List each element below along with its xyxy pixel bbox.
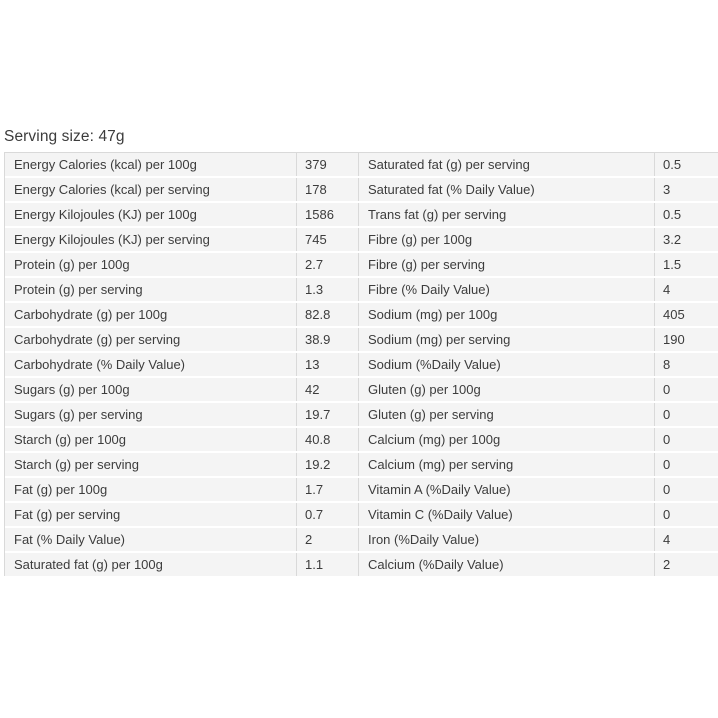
nutrient-label-cell: Starch (g) per serving xyxy=(5,453,297,476)
nutrient-label-cell: Sodium (mg) per serving xyxy=(359,328,655,351)
nutrient-label-cell: Energy Calories (kcal) per serving xyxy=(5,178,297,201)
nutrient-value-cell: 42 xyxy=(297,378,359,401)
nutrient-label-cell: Carbohydrate (g) per serving xyxy=(5,328,297,351)
nutrient-value-cell: 40.8 xyxy=(297,428,359,451)
nutrient-label-cell: Gluten (g) per serving xyxy=(359,403,655,426)
nutrient-label-cell: Calcium (mg) per serving xyxy=(359,453,655,476)
nutrient-label-cell: Protein (g) per serving xyxy=(5,278,297,301)
nutrient-value-cell: 379 xyxy=(297,153,359,176)
nutrient-value-cell: 0.5 xyxy=(655,153,718,176)
nutrient-value-cell: 0 xyxy=(655,478,718,501)
serving-size-heading: Serving size: 47g xyxy=(4,128,125,145)
nutrient-value-cell: 19.2 xyxy=(297,453,359,476)
nutrient-value-cell: 0 xyxy=(655,503,718,526)
nutrient-value-cell: 38.9 xyxy=(297,328,359,351)
nutrient-label-cell: Energy Calories (kcal) per 100g xyxy=(5,153,297,176)
nutrient-label-cell: Trans fat (g) per serving xyxy=(359,203,655,226)
nutrient-label-cell: Fibre (g) per serving xyxy=(359,253,655,276)
nutrient-label-cell: Vitamin A (%Daily Value) xyxy=(359,478,655,501)
nutrient-label-cell: Fibre (g) per 100g xyxy=(359,228,655,251)
nutrient-label-cell: Calcium (%Daily Value) xyxy=(359,553,655,576)
nutrient-label-cell: Carbohydrate (% Daily Value) xyxy=(5,353,297,376)
nutrient-value-cell: 0 xyxy=(655,453,718,476)
nutrient-value-cell: 2 xyxy=(297,528,359,551)
nutrient-value-cell: 13 xyxy=(297,353,359,376)
nutrient-label-cell: Protein (g) per 100g xyxy=(5,253,297,276)
nutrient-value-cell: 8 xyxy=(655,353,718,376)
nutrient-label-cell: Fat (g) per serving xyxy=(5,503,297,526)
nutrient-label-cell: Sugars (g) per 100g xyxy=(5,378,297,401)
nutrient-label-cell: Energy Kilojoules (KJ) per 100g xyxy=(5,203,297,226)
nutrient-value-cell: 2.7 xyxy=(297,253,359,276)
nutrient-value-cell: 0 xyxy=(655,378,718,401)
nutrient-label-cell: Sodium (%Daily Value) xyxy=(359,353,655,376)
nutrient-label-cell: Carbohydrate (g) per 100g xyxy=(5,303,297,326)
nutrient-value-cell: 190 xyxy=(655,328,718,351)
nutrient-label-cell: Saturated fat (g) per serving xyxy=(359,153,655,176)
nutrient-value-cell: 745 xyxy=(297,228,359,251)
nutrient-label-cell: Calcium (mg) per 100g xyxy=(359,428,655,451)
nutrient-value-cell: 4 xyxy=(655,528,718,551)
nutrient-label-cell: Vitamin C (%Daily Value) xyxy=(359,503,655,526)
nutrient-value-cell: 1.5 xyxy=(655,253,718,276)
nutrient-value-cell: 3.2 xyxy=(655,228,718,251)
nutrient-label-cell: Gluten (g) per 100g xyxy=(359,378,655,401)
nutrient-label-cell: Starch (g) per 100g xyxy=(5,428,297,451)
nutrient-label-cell: Saturated fat (g) per 100g xyxy=(5,553,297,576)
nutrient-value-cell: 1.7 xyxy=(297,478,359,501)
nutrient-value-cell: 1.3 xyxy=(297,278,359,301)
nutrient-value-cell: 82.8 xyxy=(297,303,359,326)
nutrient-label-cell: Saturated fat (% Daily Value) xyxy=(359,178,655,201)
nutrient-value-cell: 405 xyxy=(655,303,718,326)
nutrient-value-cell: 0 xyxy=(655,428,718,451)
nutrient-label-cell: Fat (% Daily Value) xyxy=(5,528,297,551)
nutrient-value-cell: 19.7 xyxy=(297,403,359,426)
nutrient-label-cell: Sodium (mg) per 100g xyxy=(359,303,655,326)
nutrient-value-cell: 0 xyxy=(655,403,718,426)
nutrition-facts-table: Energy Calories (kcal) per 100g 379 Satura… xyxy=(4,152,718,576)
nutrient-value-cell: 0.7 xyxy=(297,503,359,526)
nutrient-value-cell: 3 xyxy=(655,178,718,201)
nutrient-value-cell: 0.5 xyxy=(655,203,718,226)
nutrient-label-cell: Fibre (% Daily Value) xyxy=(359,278,655,301)
nutrient-label-cell: Iron (%Daily Value) xyxy=(359,528,655,551)
nutrient-label-cell: Sugars (g) per serving xyxy=(5,403,297,426)
nutrient-value-cell: 1586 xyxy=(297,203,359,226)
nutrient-value-cell: 1.1 xyxy=(297,553,359,576)
nutrient-label-cell: Energy Kilojoules (KJ) per serving xyxy=(5,228,297,251)
nutrient-value-cell: 178 xyxy=(297,178,359,201)
nutrient-value-cell: 4 xyxy=(655,278,718,301)
nutrient-value-cell: 2 xyxy=(655,553,718,576)
nutrient-label-cell: Fat (g) per 100g xyxy=(5,478,297,501)
